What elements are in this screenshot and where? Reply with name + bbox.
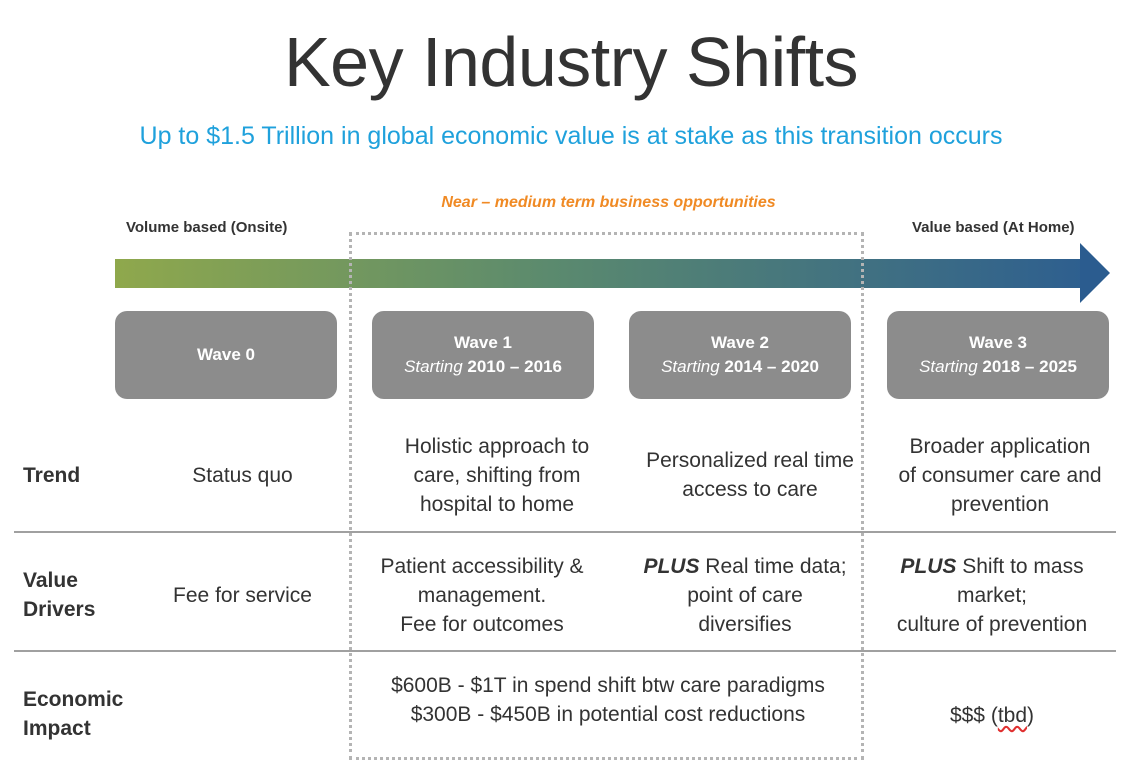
volume-based-label: Volume based (Onsite) (126, 219, 288, 236)
wave-3-box: Wave 3 Starting 2018 – 2025 (887, 311, 1109, 399)
near-term-label: Near – medium term business opportunitie… (441, 194, 776, 211)
economic-impact-wave-3: $$$ (tbd) (949, 703, 1035, 727)
transition-arrow-head (1080, 243, 1110, 303)
value-drivers-wave-0: Fee for service (173, 583, 312, 607)
divider-value-drivers (14, 650, 1116, 652)
wave-0-box: Wave 0 (115, 311, 337, 399)
wave-2-dates: Starting 2014 – 2020 (661, 357, 819, 376)
divider-trend (14, 531, 1116, 533)
trend-wave-1: Holistic approach to care, shifting from… (404, 434, 590, 516)
row-label-economic-impact: Economic Impact (23, 688, 124, 740)
near-term-highlight-box (349, 232, 864, 760)
wave-0-name: Wave 0 (197, 345, 255, 364)
wave-2-name: Wave 2 (711, 333, 769, 352)
value-drivers-wave-2: PLUS Real time data; point of care diver… (643, 554, 847, 636)
trend-wave-2: Personalized real time access to care (646, 449, 854, 501)
wave-1-box: Wave 1 Starting 2010 – 2016 (372, 311, 594, 399)
wave-3-dates: Starting 2018 – 2025 (919, 357, 1077, 376)
page-subtitle: Up to $1.5 Trillion in global economic v… (139, 122, 1003, 150)
row-label-trend: Trend (23, 464, 81, 487)
value-drivers-wave-3: PLUS Shift to mass market; culture of pr… (896, 554, 1088, 636)
transition-arrow-shaft (115, 259, 1083, 288)
trend-wave-0: Status quo (192, 463, 293, 487)
value-based-label: Value based (At Home) (912, 219, 1075, 236)
page-title: Key Industry Shifts (283, 23, 859, 101)
wave-1-dates: Starting 2010 – 2016 (404, 357, 562, 376)
wave-2-box: Wave 2 Starting 2014 – 2020 (629, 311, 851, 399)
trend-wave-3: Broader application of consumer care and… (898, 434, 1102, 516)
value-drivers-wave-1: Patient accessibility & management. Fee … (380, 554, 584, 636)
economic-impact-near-term: $600B - $1T in spend shift btw care para… (391, 674, 825, 726)
wave-3-name: Wave 3 (969, 333, 1027, 352)
wave-1-name: Wave 1 (454, 333, 512, 352)
row-label-value-drivers: Value Drivers (23, 569, 96, 621)
